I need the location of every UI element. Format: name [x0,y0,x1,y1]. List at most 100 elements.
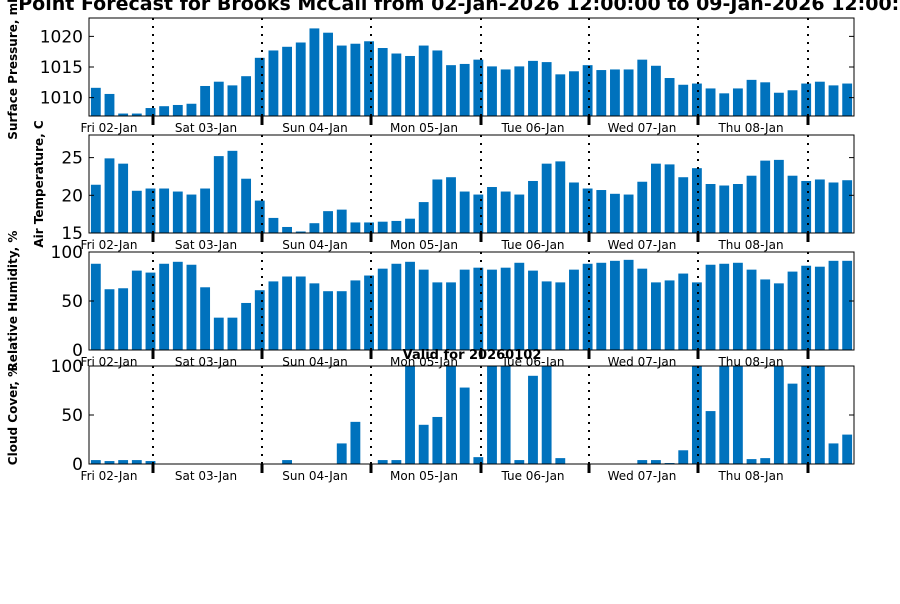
bar [514,194,525,233]
bar [719,93,730,116]
bar [241,178,252,233]
bar [514,460,525,464]
bar [309,283,320,350]
bar [131,270,142,350]
y-tick-label: 0 [72,455,83,475]
bar [787,271,798,350]
bar [118,460,129,464]
bar [145,188,156,233]
bar [90,460,101,464]
bar [391,263,402,350]
bar [814,266,825,350]
bar [227,317,238,350]
bar [596,190,607,233]
bar [131,460,142,464]
bar [350,43,361,117]
bar [787,90,798,116]
bar [118,113,129,116]
y-axis-label: Cloud Cover, % [6,365,20,465]
bar [459,191,470,233]
bar [309,28,320,116]
bar [842,83,853,116]
bar [254,57,265,116]
bar [705,264,716,350]
bar [295,276,306,350]
bar [145,461,156,464]
bar [582,65,593,116]
y-tick-label: 1010 [40,89,83,109]
bar [732,262,743,350]
day-label: Wed 07-Jan [608,469,677,483]
bar [473,59,484,116]
bar [719,263,730,350]
day-label: Sat 03-Jan [175,121,237,135]
bar [787,383,798,464]
day-label: Mon 05-Jan [390,238,458,252]
bar [596,70,607,116]
bar [118,163,129,233]
bar [773,159,784,233]
bar [801,180,812,233]
bar [227,85,238,117]
bar [405,366,415,464]
bar [336,209,347,233]
bar [637,59,648,116]
bar [323,291,333,350]
bar [364,275,374,350]
bar [90,263,101,350]
bar [541,366,552,464]
day-label: Tue 06-Jan [500,469,564,483]
bar [172,261,183,350]
bar [760,82,771,116]
bar [528,375,538,464]
bar [773,92,784,116]
y-axis-label: Surface Pressure, mb [6,0,20,140]
bar [664,164,675,233]
bar [691,168,702,233]
bar [268,50,279,116]
bar [377,460,388,464]
bar [746,79,757,116]
bar [760,458,771,464]
bar [145,272,156,350]
bar [773,283,784,350]
bar [254,290,265,350]
bar [801,83,812,116]
bar [282,460,292,464]
bar [213,156,224,233]
bar [678,450,689,464]
bar [186,264,197,350]
bar [555,458,566,464]
bar [555,282,566,350]
bar [487,66,497,116]
day-label: Sat 03-Jan [175,469,237,483]
bar [555,74,566,116]
bar [446,366,456,464]
bar [814,81,825,116]
bar [528,270,538,350]
bar [773,366,784,464]
bar [541,62,552,116]
valid-label: Valid for 20260102 [403,348,542,363]
bar [104,289,115,350]
bar [623,194,634,233]
bar [432,179,443,233]
bar [814,366,825,464]
bar [268,281,279,350]
bar [104,158,115,233]
bar [500,366,511,464]
bar [172,104,183,116]
bar [364,41,374,116]
bar [746,459,757,464]
bar [487,269,497,350]
bar [309,223,320,233]
bar [500,191,511,233]
bar [828,443,839,464]
bar [364,222,374,233]
bar [610,260,620,350]
bar [241,76,252,116]
axes-box [88,134,855,234]
bar [664,78,675,116]
